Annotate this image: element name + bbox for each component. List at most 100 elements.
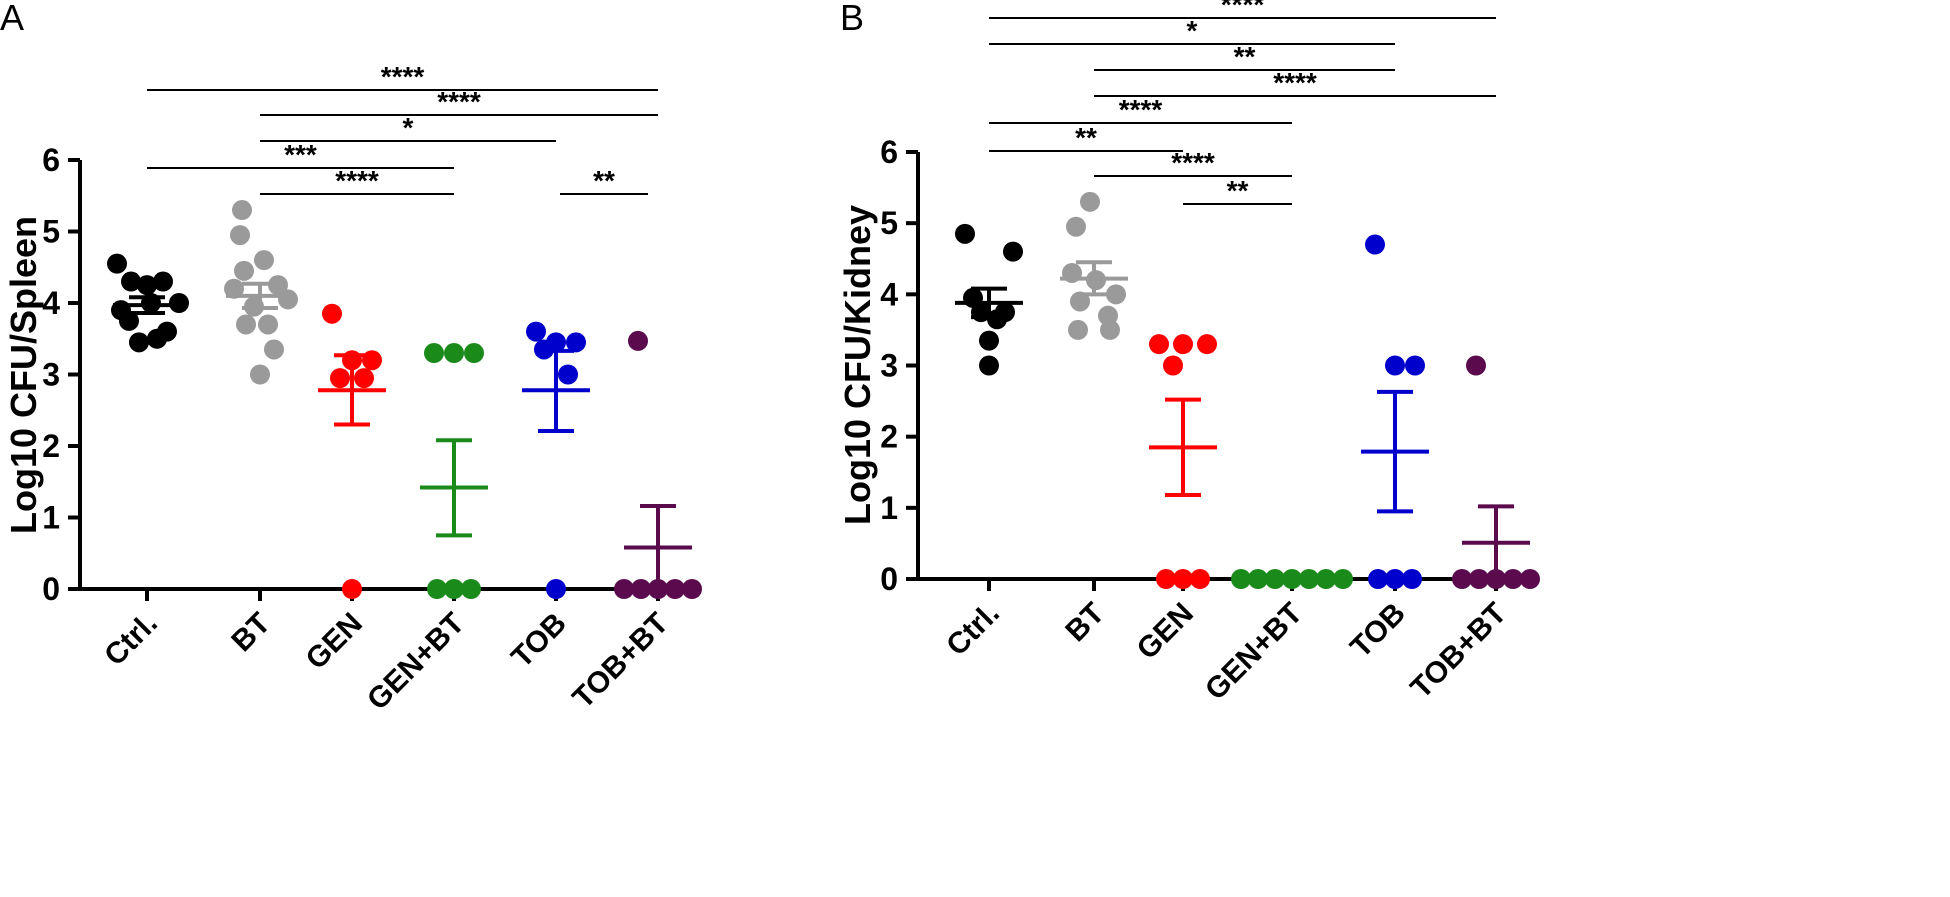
data-point (1173, 334, 1193, 355)
x-tick-label: TOB (1344, 597, 1412, 665)
data-point (1068, 319, 1088, 340)
data-point (278, 289, 298, 310)
significance-label: ** (593, 165, 615, 196)
x-tick-label: TOB (505, 607, 573, 675)
data-point (121, 271, 141, 292)
data-point (169, 293, 189, 313)
data-point (1100, 319, 1120, 340)
data-point (264, 339, 284, 360)
data-point (137, 275, 157, 296)
data-point (1080, 191, 1100, 212)
data-point (1163, 355, 1183, 376)
data-point (322, 303, 342, 324)
data-point (1106, 284, 1126, 305)
x-tick-label: TOB+BT (1405, 597, 1513, 705)
data-point (464, 343, 484, 364)
data-point (546, 579, 566, 599)
data-point (1333, 569, 1353, 589)
x-tick-label: BT (1059, 597, 1111, 649)
data-point (558, 364, 578, 385)
data-point (628, 330, 648, 351)
x-tick-label: TOB+BT (567, 607, 675, 715)
data-point (254, 250, 274, 271)
data-point (232, 200, 252, 221)
data-point (1452, 569, 1472, 589)
significance-label: **** (381, 61, 425, 92)
x-tick-label: GEN+BT (361, 607, 471, 717)
data-point (1149, 334, 1169, 355)
data-point (1066, 216, 1086, 237)
data-point (354, 368, 374, 389)
significance-label: **** (335, 165, 379, 196)
data-point (979, 330, 999, 351)
data-point (147, 328, 167, 349)
data-point (153, 271, 173, 292)
data-point (129, 332, 149, 353)
data-point (1231, 569, 1251, 589)
data-point (1156, 569, 1176, 589)
data-point (224, 278, 244, 299)
data-point (1466, 355, 1486, 376)
data-point (682, 579, 702, 599)
data-point (424, 343, 444, 364)
significance-label: **** (1119, 94, 1163, 125)
y-tick-label: 6 (42, 142, 60, 178)
data-point (566, 332, 586, 353)
data-point (444, 343, 464, 364)
data-point (236, 314, 256, 335)
data-point (1003, 241, 1023, 262)
significance-label: * (1187, 15, 1198, 46)
panel-letter: A (0, 0, 24, 38)
y-tick-label: 5 (42, 214, 60, 250)
data-point (461, 579, 481, 599)
data-point (1385, 569, 1405, 589)
data-point (427, 579, 447, 599)
data-point (230, 225, 250, 246)
data-point (1197, 334, 1217, 355)
y-tick-label: 1 (42, 500, 60, 536)
y-axis-label: Log10 CFU/Kidney (837, 205, 878, 525)
y-tick-label: 6 (880, 134, 898, 170)
data-point (526, 321, 546, 342)
data-point (107, 253, 127, 274)
y-axis-label: Log10 CFU/Spleen (3, 216, 44, 534)
data-point (234, 260, 254, 281)
y-tick-label: 2 (880, 419, 898, 455)
y-tick-label: 4 (42, 285, 60, 321)
data-point (1190, 569, 1210, 589)
x-tick-label: GEN+BT (1199, 597, 1309, 707)
y-tick-label: 3 (42, 357, 60, 393)
panel-a-spleen: A Log10 CFU/Spleen 0 1 2 3 4 5 6 Ctrl. BT GENGEN+BT… (0, 0, 702, 717)
data-point (330, 368, 350, 389)
y-tick-label: 4 (880, 276, 898, 312)
data-point (1070, 291, 1090, 312)
data-point (342, 579, 362, 599)
panel-letter: B (840, 0, 864, 38)
data-point (979, 355, 999, 376)
significance-label: *** (284, 139, 317, 170)
y-tick-label: 5 (880, 205, 898, 241)
significance-label: **** (437, 86, 481, 117)
significance-label: **** (1171, 147, 1215, 178)
significance-label: **** (1221, 0, 1265, 20)
y-tick-label: 2 (42, 428, 60, 464)
significance-label: ** (1075, 122, 1097, 153)
data-point (1520, 569, 1540, 589)
x-tick-label: Ctrl. (940, 597, 1006, 663)
significance-label: ** (1234, 41, 1256, 72)
significance-label: **** (1273, 67, 1317, 98)
data-point (1385, 355, 1405, 376)
y-tick-label: 0 (880, 561, 898, 597)
data-point (250, 364, 270, 385)
significance-label: * (403, 112, 414, 143)
data-point (444, 579, 464, 599)
significance-label: ** (1227, 175, 1249, 206)
x-tick-label: Ctrl. (98, 607, 164, 673)
y-tick-label: 3 (880, 348, 898, 384)
data-point (1173, 569, 1193, 589)
data-point (987, 309, 1007, 330)
data-point (119, 310, 139, 331)
data-point (1402, 569, 1422, 589)
